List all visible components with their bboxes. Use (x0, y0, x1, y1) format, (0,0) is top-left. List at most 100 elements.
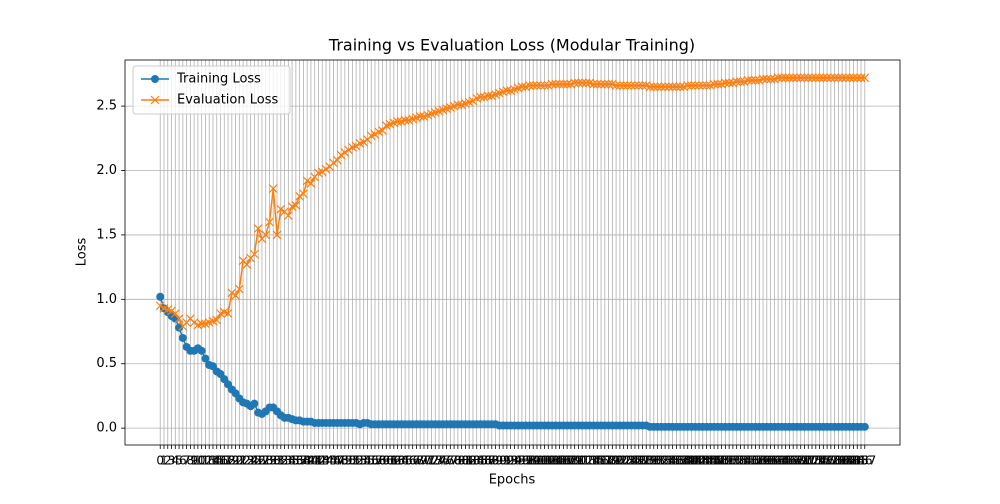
x-tick-label: 13 (202, 454, 217, 468)
x-tick-label: 36 (288, 454, 303, 468)
x-tick-label: 166 (774, 454, 797, 468)
point (800, 73, 809, 83)
x-tick-label: 23 (239, 454, 254, 468)
point (156, 292, 165, 301)
point (329, 158, 338, 168)
x-tick-label: 46 (326, 454, 341, 468)
x-tick-label: 115 (582, 454, 605, 468)
x-tick-label: 41 (307, 454, 322, 468)
legend-marker (151, 75, 159, 83)
x-tick-label: 125 (620, 454, 643, 468)
x-tick-label: 70 (416, 454, 431, 468)
x-tick-label: 80 (454, 454, 469, 468)
x-tick-label: 100 (526, 454, 549, 468)
point (713, 79, 723, 89)
x-tick-label: 73 (428, 454, 443, 468)
x-tick-label: 174 (804, 454, 827, 468)
point (653, 82, 662, 92)
x-tick-label: 6 (179, 454, 187, 468)
x-tick-label: 143 (688, 454, 711, 468)
x-tick-label: 56 (364, 454, 379, 468)
x-tick-label: 186 (850, 454, 873, 468)
x-tick-label: 51 (345, 454, 360, 468)
x-tick-label: 45 (322, 454, 337, 468)
x-tick-label: 88 (484, 454, 499, 468)
x-tick-label: 20 (228, 454, 243, 468)
point (502, 86, 512, 96)
x-tick-label: 14 (205, 454, 220, 468)
x-tick-label: 63 (390, 454, 405, 468)
point (558, 79, 568, 89)
point (826, 73, 836, 83)
point (570, 78, 580, 88)
x-tick-label: 61 (382, 454, 397, 468)
x-tick-label: 141 (680, 454, 703, 468)
x-tick-label: 121 (605, 454, 628, 468)
point (517, 82, 527, 92)
legend-label: Training Loss (176, 72, 261, 87)
x-tick-label: 178 (819, 454, 842, 468)
x-tick-label: 182 (834, 454, 857, 468)
point (664, 82, 674, 92)
x-tick-label: 123 (612, 454, 635, 468)
chart-title: Training vs Evaluation Loss (Modular Tra… (328, 36, 695, 55)
x-tick-label: 3 (168, 454, 176, 468)
legend-box (132, 65, 291, 115)
x-tick-label: 79 (450, 454, 465, 468)
x-tick-label: 64 (394, 454, 409, 468)
point (581, 78, 591, 88)
point (589, 79, 598, 89)
point (562, 79, 572, 89)
x-tick-label: 31 (269, 454, 284, 468)
point (638, 81, 647, 90)
point (622, 81, 632, 90)
point (212, 315, 222, 325)
point (849, 73, 858, 83)
point (762, 74, 772, 84)
x-tick-label: 33 (277, 454, 292, 468)
x-tick-label: 44 (318, 454, 333, 468)
point (788, 73, 798, 83)
point (295, 191, 305, 201)
legend-marker (150, 95, 160, 105)
x-tick-label: 50 (341, 454, 356, 468)
x-tick-label: 114 (578, 454, 601, 468)
point (600, 79, 610, 89)
x-tick-label: 132 (646, 454, 669, 468)
point (306, 178, 316, 188)
point (852, 73, 862, 83)
x-tick-label: 146 (699, 454, 722, 468)
point (540, 81, 549, 90)
point (283, 211, 293, 221)
point (302, 176, 312, 186)
x-tick-label: 25 (247, 454, 262, 468)
x-tick-label: 177 (816, 454, 839, 468)
point (596, 79, 606, 89)
point (332, 155, 342, 165)
x-tick-label: 77 (443, 454, 458, 468)
x-axis-label: Epochs (489, 473, 536, 488)
point (822, 73, 832, 83)
point (483, 91, 493, 101)
point (393, 117, 403, 126)
point (860, 422, 869, 431)
x-tick-label: 4 (171, 454, 179, 468)
point (249, 249, 259, 259)
x-tick-label: 48 (333, 454, 348, 468)
x-tick-label: 27 (254, 454, 269, 468)
point (630, 81, 640, 90)
x-tick-label: 62 (386, 454, 401, 468)
x-tick-label: 97 (518, 454, 533, 468)
x-tick-label: 89 (488, 454, 503, 468)
x-tick-label: 161 (755, 454, 778, 468)
x-tick-label: 118 (593, 454, 616, 468)
point (845, 73, 855, 83)
point (234, 284, 244, 294)
x-tick-label: 111 (567, 454, 590, 468)
x-tick-label: 167 (778, 454, 801, 468)
x-tick-label: 43 (315, 454, 330, 468)
point (803, 73, 813, 83)
x-tick-label: 170 (789, 454, 812, 468)
x-tick-label: 154 (729, 454, 752, 468)
x-tick-label: 164 (767, 454, 790, 468)
